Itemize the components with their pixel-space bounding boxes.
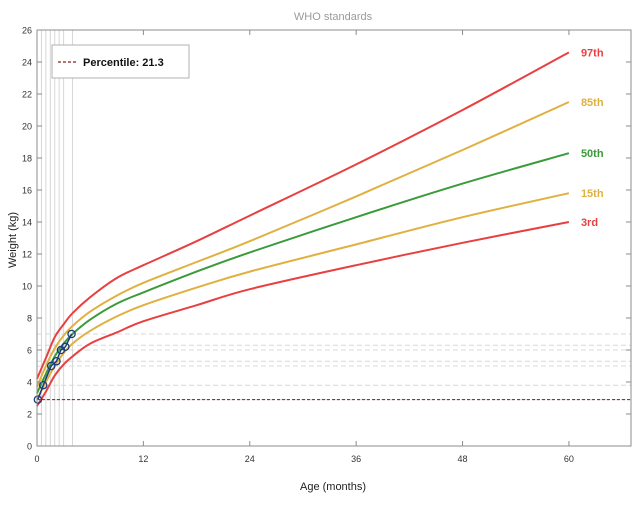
y-tick-label: 18 (22, 154, 32, 164)
percentile-curves (36, 51, 570, 407)
guide-lines (37, 30, 631, 446)
y-tick-label: 2 (27, 410, 32, 420)
legend: Percentile: 21.3 (51, 44, 190, 79)
x-tick-label: 24 (245, 454, 255, 464)
x-tick-label: 0 (34, 454, 39, 464)
y-tick-label: 4 (27, 378, 32, 388)
curve-label-3rd: 3rd (581, 217, 598, 229)
x-tick-label: 48 (458, 454, 468, 464)
curve-50th (36, 152, 570, 394)
measurement-point (67, 329, 76, 339)
y-tick-label: 24 (22, 58, 32, 68)
curve-label-15th: 15th (581, 188, 604, 200)
y-tick-label: 22 (22, 90, 32, 100)
curve-97th (36, 51, 570, 380)
x-tick-label: 60 (564, 454, 574, 464)
legend-label: Percentile: 21.3 (83, 57, 164, 69)
x-tick-label: 12 (138, 454, 148, 464)
y-tick-label: 16 (22, 186, 32, 196)
plot-frame (36, 29, 632, 447)
measurement-point (38, 380, 48, 390)
y-tick-label: 20 (22, 122, 32, 132)
curve-3rd (36, 221, 570, 407)
curve-85th (36, 101, 570, 388)
measurement-point (52, 356, 61, 366)
measurement-point (33, 395, 43, 404)
chart-title: WHO standards (294, 11, 373, 23)
measurement-line (37, 333, 73, 400)
curve-label-85th: 85th (581, 97, 604, 109)
measurement-point (46, 361, 56, 371)
curve-label-97th: 97th (581, 47, 604, 59)
curve-labels: 97th 85th 50th 15th 3rd (581, 47, 604, 229)
x-tick-label: 36 (351, 454, 361, 464)
y-tick-label: 12 (22, 250, 32, 260)
y-tick-label: 14 (22, 218, 32, 228)
y-tick-label: 8 (27, 314, 32, 324)
y-tick-label: 0 (27, 442, 32, 452)
measurement-point (61, 342, 70, 352)
y-tick-label: 26 (22, 26, 32, 36)
y-tick-label: 10 (22, 282, 32, 292)
y-tick-label: 6 (27, 346, 32, 356)
curve-label-50th: 50th (581, 148, 604, 160)
y-axis-label: Weight (kg) (7, 212, 19, 268)
measurement-points (33, 329, 76, 404)
x-axis-label: Age (months) (300, 481, 366, 493)
x-axis: 0 12 24 36 48 60 (34, 30, 574, 464)
